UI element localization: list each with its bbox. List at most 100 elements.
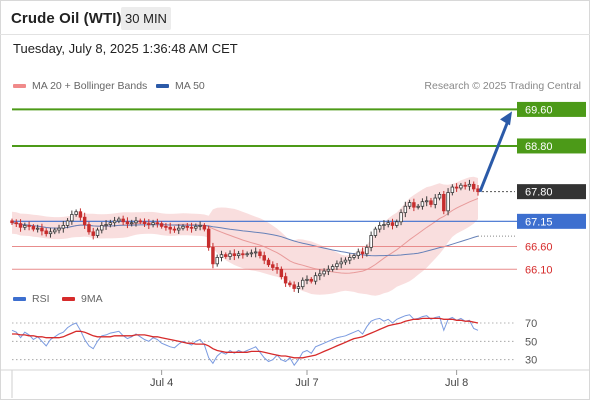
candle (412, 198, 416, 212)
candle-down (31, 225, 36, 230)
candle (104, 220, 108, 230)
candle-down (125, 221, 130, 225)
last-price-label: 67.80 (525, 187, 553, 199)
candle-up (23, 225, 27, 228)
legend-rsi: RSI (13, 293, 50, 305)
candle-up (330, 266, 335, 270)
candle (459, 182, 463, 191)
candle-up (420, 201, 425, 207)
support-label: 66.60 (525, 241, 553, 253)
candle (335, 260, 339, 270)
candles (10, 179, 480, 293)
candle-up (322, 270, 326, 275)
candle-up (335, 263, 339, 267)
candle-up (53, 229, 57, 233)
candle (352, 253, 356, 260)
candle (467, 179, 472, 191)
candle-up (249, 252, 254, 255)
candle (271, 261, 275, 271)
candle-up (395, 221, 399, 226)
candle (232, 249, 237, 261)
candle (245, 251, 249, 257)
candle (292, 281, 296, 292)
candle-down (463, 184, 467, 187)
legend-ma20: MA 20 + Bollinger Bands (13, 80, 147, 92)
candle-up (343, 259, 348, 263)
candle (403, 201, 408, 218)
candle (215, 254, 219, 267)
candle-down (82, 216, 87, 225)
candle-down (185, 225, 190, 228)
candle-up (253, 251, 258, 254)
resistance-label: 69.60 (525, 104, 553, 116)
research-credit: Research © 2025 Trading Central (424, 80, 581, 92)
price-level-68-80: 68.80 (12, 138, 586, 154)
candle (164, 222, 168, 231)
candle (147, 219, 151, 230)
legend-9ma-label: 9MA (81, 293, 103, 305)
candle-up (181, 225, 185, 229)
candle-up (437, 193, 442, 199)
candle-up (450, 186, 455, 193)
candle-down (292, 284, 296, 289)
candle (258, 249, 262, 259)
candle-up (348, 257, 352, 261)
candle-up (377, 225, 382, 230)
candle-up (245, 253, 249, 256)
legend-ma20-label: MA 20 + Bollinger Bands (32, 80, 148, 92)
candle (155, 218, 160, 228)
candle (202, 223, 207, 232)
price-level-66-60: 66.60 (12, 241, 553, 253)
candle (442, 191, 446, 215)
candle-down (241, 253, 245, 256)
candle-up (108, 222, 113, 225)
candle-down (138, 220, 142, 223)
candle (91, 227, 95, 240)
candle (339, 257, 343, 269)
candle-down (258, 251, 262, 256)
candle (134, 216, 138, 227)
legend-9ma: 9MA (62, 293, 103, 305)
candle-up (424, 200, 429, 203)
candle-up (236, 253, 241, 256)
candle (211, 242, 215, 269)
candle (53, 227, 57, 235)
candle (125, 217, 130, 229)
candle (390, 218, 395, 230)
candle-up (129, 222, 134, 225)
candle-up (194, 225, 198, 229)
candle (10, 218, 14, 225)
candle (446, 188, 450, 216)
candle (330, 264, 335, 272)
candle (279, 266, 284, 280)
candle (40, 223, 44, 236)
candle (185, 222, 190, 231)
candle (18, 219, 23, 232)
candle-up (95, 229, 100, 236)
candle (35, 224, 40, 233)
candle (360, 247, 365, 259)
candle-up (369, 235, 373, 248)
candle-up (112, 220, 117, 224)
candle (283, 272, 288, 287)
candle-down (279, 268, 284, 278)
candle (168, 222, 172, 234)
timeframe-button[interactable]: 30 MIN (121, 7, 171, 30)
candle (194, 223, 198, 232)
candle-down (412, 202, 416, 208)
legend-rsi-label: RSI (32, 293, 50, 305)
candle (429, 197, 433, 208)
candle-down (262, 255, 266, 261)
legend-ma50: MA 50 (156, 80, 205, 92)
candle-down (266, 259, 271, 266)
candle-down (168, 226, 172, 230)
candle-up (104, 224, 108, 226)
header-divider (0, 34, 590, 35)
candle-down (14, 222, 19, 225)
candle-up (373, 228, 378, 236)
candle-up (228, 253, 232, 257)
candle-down (390, 222, 395, 226)
candle (296, 282, 301, 293)
candle (266, 257, 271, 268)
